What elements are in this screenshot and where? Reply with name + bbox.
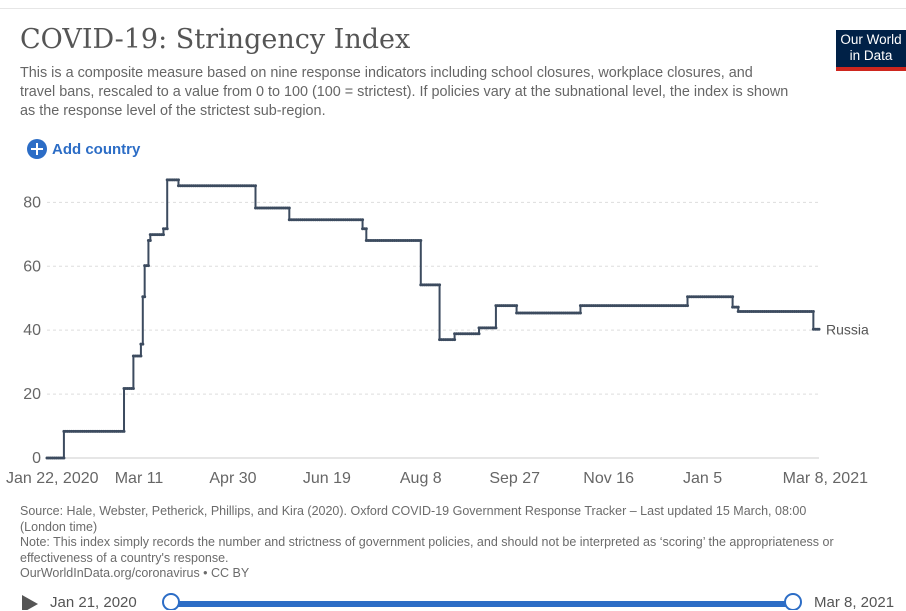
data-point — [453, 338, 457, 342]
add-country-label: Add country — [52, 140, 141, 158]
data-point — [419, 239, 423, 243]
source-text: Source: Hale, Webster, Petherick, Philli… — [20, 504, 807, 534]
data-point — [438, 283, 442, 287]
data-point — [477, 332, 481, 336]
data-point — [161, 233, 165, 237]
timeline-start-handle[interactable] — [162, 593, 180, 610]
timeline-end-handle[interactable] — [784, 593, 802, 610]
data-point — [122, 429, 126, 433]
attribution-text: OurWorldInData.org/coronavirus • CC BY — [20, 566, 250, 580]
data-point — [165, 227, 169, 231]
stringency-chart: 0 20 40 60 80 Jan 22, 2020 Mar 11 Apr 30 Jun 19 A… — [6, 178, 869, 487]
data-point — [811, 310, 815, 314]
x-tick-label: Mar 11 — [115, 470, 164, 487]
y-tick-label: 80 — [23, 194, 41, 211]
chart-sources: Source: Hale, Webster, Petherick, Philli… — [20, 504, 850, 582]
timeline-control: Jan 21, 2020 Mar 8, 2021 — [0, 590, 906, 610]
data-point — [139, 354, 143, 358]
data-point — [731, 295, 735, 299]
data-point — [131, 386, 135, 390]
owid-logo[interactable]: Our World in Data — [836, 30, 906, 71]
y-tick-label: 40 — [23, 322, 41, 339]
x-tick-label: Mar 8, 2021 — [783, 470, 868, 487]
note-text: Note: This index simply records the numb… — [20, 535, 834, 565]
x-tick-label: Jan 5 — [683, 470, 722, 487]
data-point — [494, 326, 498, 330]
series-line-russia — [47, 178, 819, 459]
x-tick-label: Jan 22, 2020 — [6, 470, 99, 487]
y-tick-label: 0 — [32, 450, 41, 467]
data-point — [143, 295, 147, 299]
data-point — [736, 305, 740, 309]
timeline-end-label: Mar 8, 2021 — [814, 594, 895, 610]
chart-subtitle: This is a composite measure based on nin… — [20, 65, 789, 119]
timeline-start-label: Jan 21, 2020 — [50, 594, 137, 610]
logo-line-2: in Data — [849, 48, 893, 63]
data-point — [141, 342, 145, 346]
timeline-track[interactable] — [170, 601, 794, 607]
data-point — [686, 304, 690, 308]
y-tick-label: 20 — [23, 386, 41, 403]
data-point — [515, 304, 519, 308]
x-tick-label: Aug 8 — [400, 470, 442, 487]
data-point — [148, 239, 152, 243]
add-country-button[interactable]: Add country — [27, 139, 140, 159]
data-point — [62, 456, 66, 460]
series-label-russia: Russia — [826, 321, 869, 337]
logo-line-1: Our World — [840, 32, 902, 47]
play-icon[interactable] — [22, 595, 38, 610]
chart-frame — [0, 8, 906, 611]
y-tick-label: 60 — [23, 258, 41, 275]
data-point — [176, 178, 180, 182]
data-point — [254, 184, 257, 188]
data-point — [146, 264, 150, 268]
data-point — [817, 327, 821, 331]
data-point — [287, 206, 291, 210]
plus-circle-icon — [27, 139, 47, 159]
x-tick-label: Jun 19 — [303, 470, 351, 487]
data-point — [578, 311, 582, 315]
data-point — [361, 218, 365, 222]
x-tick-label: Apr 30 — [209, 470, 256, 487]
x-tick-label: Sep 27 — [489, 470, 540, 487]
x-tick-label: Nov 16 — [583, 470, 634, 487]
data-point — [364, 227, 368, 231]
chart-title: COVID-19: Stringency Index — [20, 24, 411, 55]
